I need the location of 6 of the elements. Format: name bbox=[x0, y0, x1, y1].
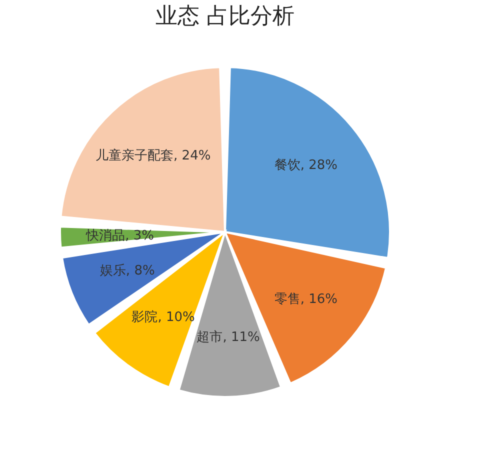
slice-label: 零售, 16% bbox=[274, 292, 338, 307]
slice-label: 餐饮, 28% bbox=[274, 158, 338, 174]
slice-label: 超市, 11% bbox=[196, 330, 260, 345]
chart-title: 业态 占比分析 bbox=[156, 4, 294, 29]
slice-label: 娱乐, 8% bbox=[100, 264, 155, 279]
slice-label: 儿童亲子配套, 24% bbox=[96, 147, 211, 164]
